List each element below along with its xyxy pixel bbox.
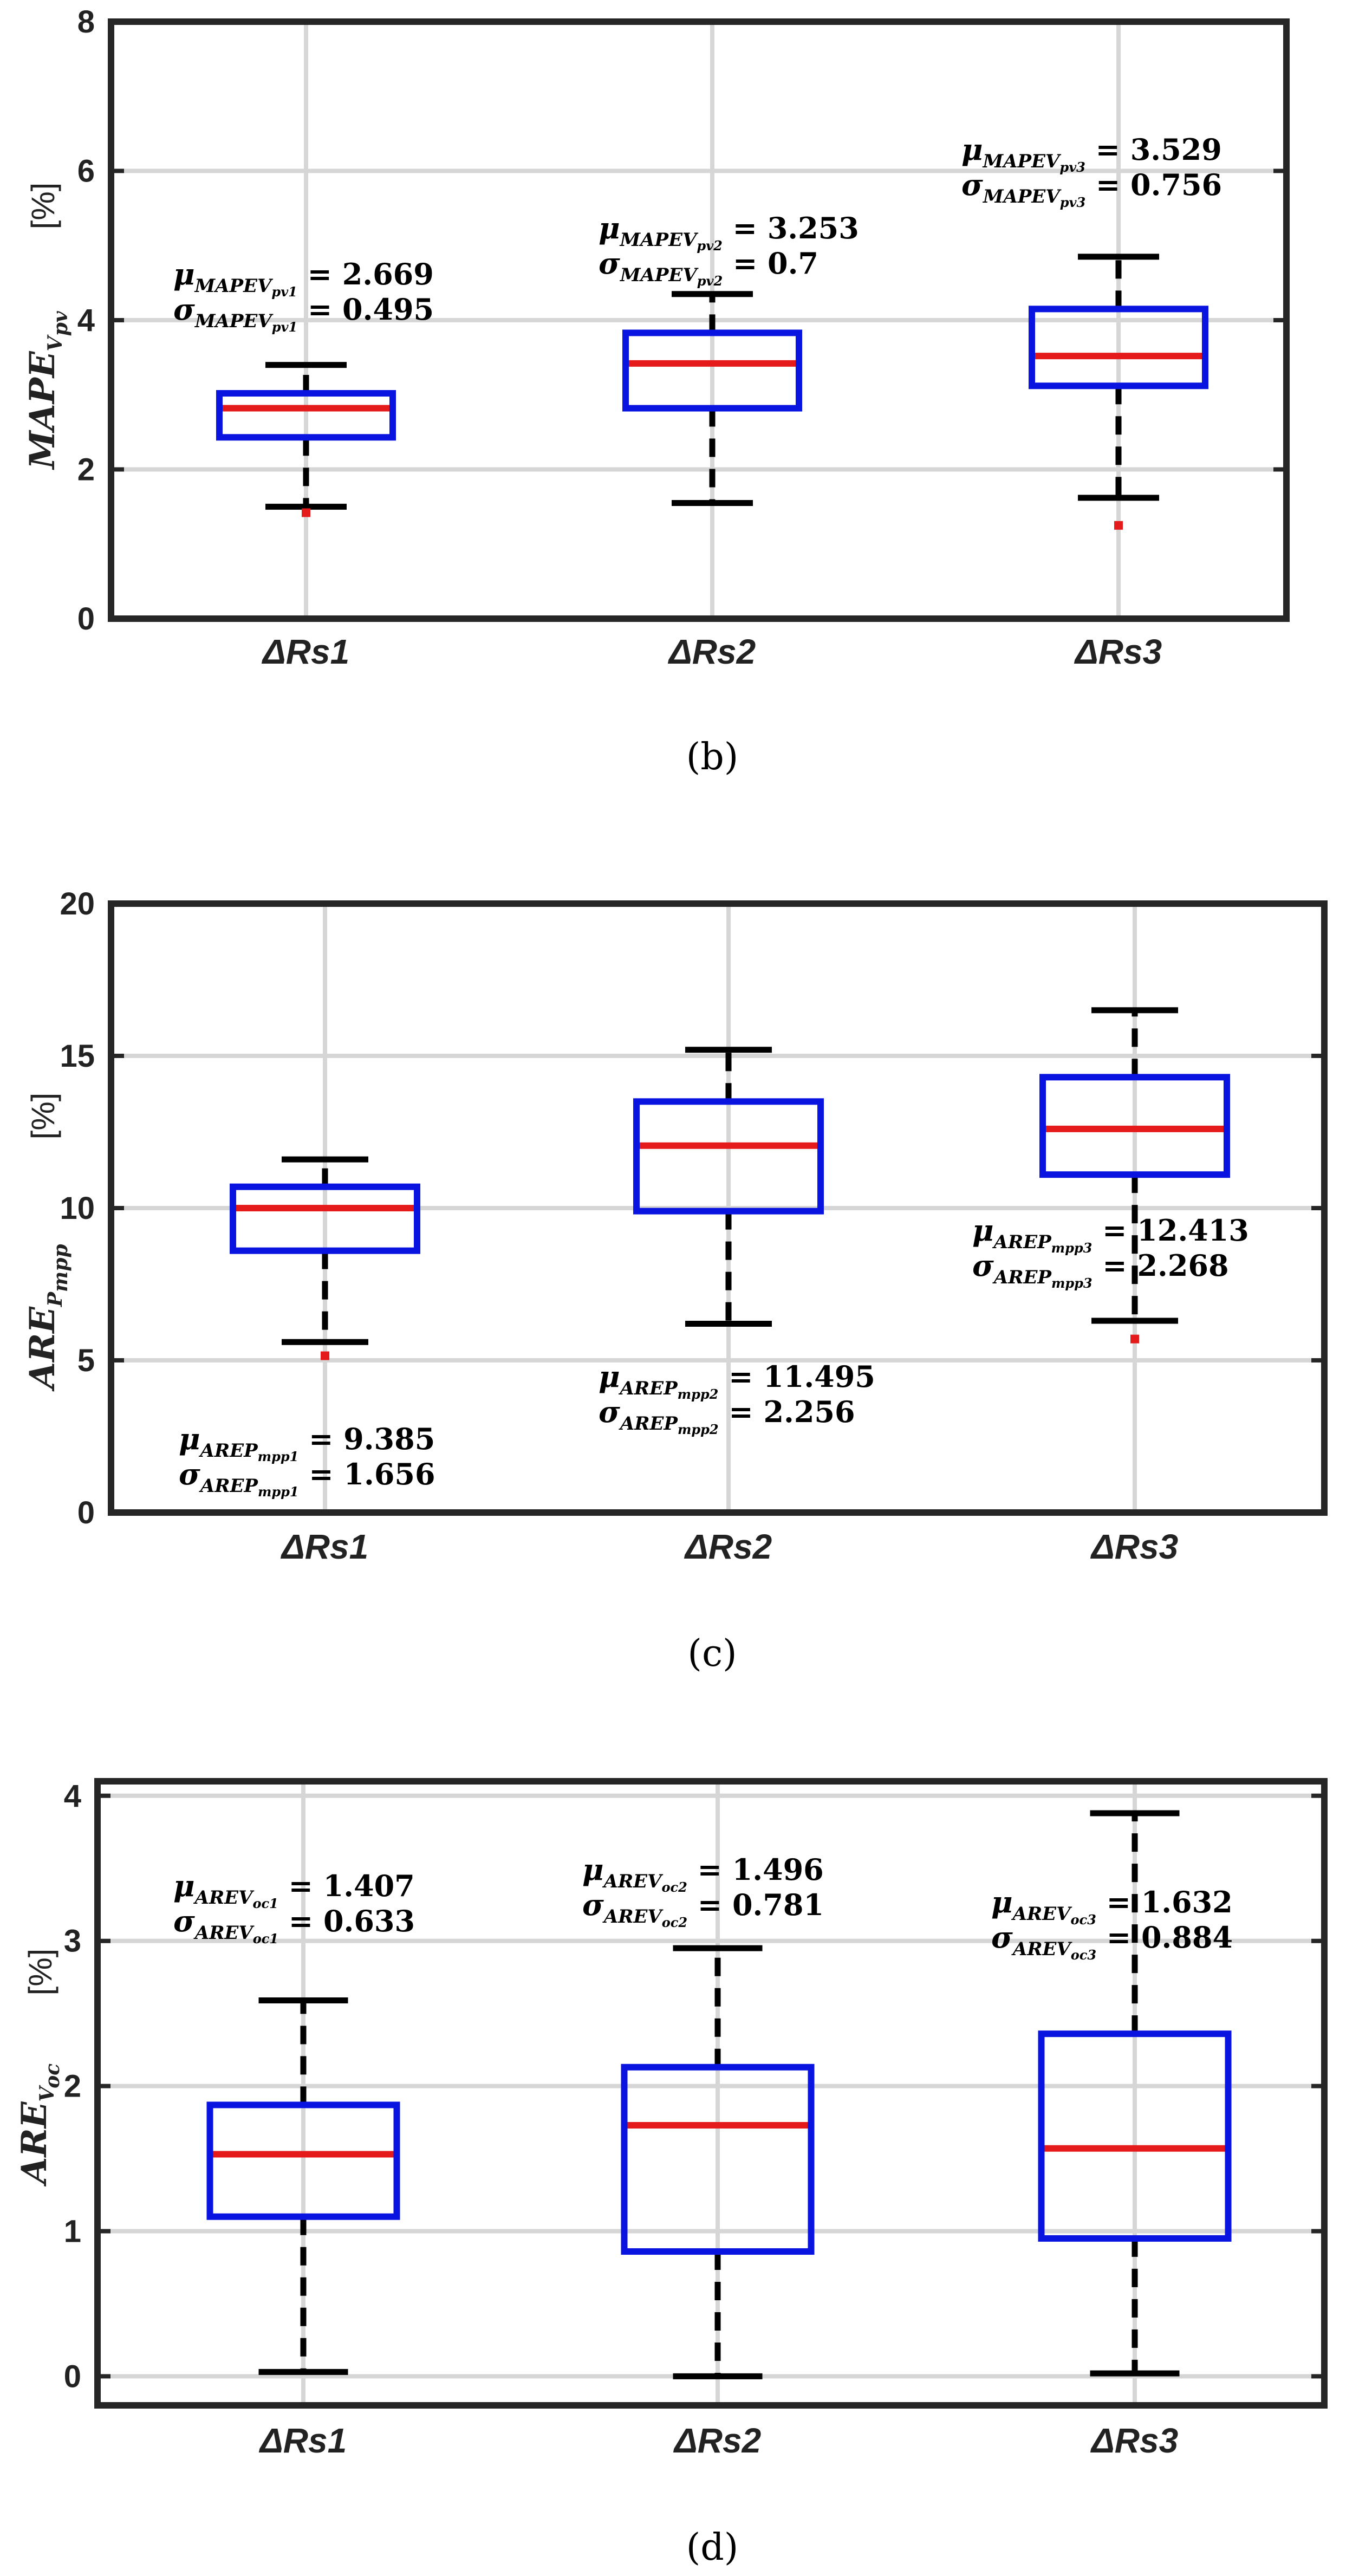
iqr-box [621,2064,815,2255]
y-tick-label: 0 [77,1495,95,1530]
x-category-label: ΔRs3 [1090,2421,1178,2460]
iqr-box [1029,306,1208,390]
y-tick-label: 2 [64,2069,81,2104]
chart-panel-2: 0 5 10 15 20 ΔRs1 ΔRs2 ΔRs3 AREPmpp [%] μAREPmpp1 … [22,886,1328,1675]
iqr-box [633,1098,824,1215]
y-tick-label: 4 [64,1779,81,1814]
panel-caption: (d) [686,2526,739,2569]
box-1 [206,1997,400,2375]
x-category-label: ΔRs2 [684,1527,772,1566]
y-axis-unit: [%] [22,1949,58,1996]
mean-annotation: μAREPmpp3 = 12.413 [972,1213,1249,1256]
iqr-box [1039,1074,1230,1178]
mean-annotation: μAREVoc1 = 1.407 [173,1868,415,1911]
y-tick-label: 3 [64,1924,81,1959]
y-tick-label: 4 [77,303,95,338]
y-tick-label: 5 [77,1343,95,1378]
std-annotation: σMAPEVpv2 = 0.7 [599,246,818,289]
std-annotation: σAREPmpp1 = 1.656 [179,1457,435,1500]
mean-annotation: μAREVoc3 = 1.632 [991,1885,1233,1928]
std-annotation: σAREPmpp3 = 2.268 [972,1248,1229,1291]
iqr-box [216,390,396,441]
box-2 [633,1047,824,1327]
std-annotation: σMAPEVpv3 = 0.756 [961,167,1222,210]
panel-caption: (b) [686,736,739,778]
box-1 [230,1156,420,1360]
y-tick-label: 8 [77,4,95,40]
outlier-point [302,508,310,517]
y-axis-unit: [%] [25,1093,61,1140]
std-annotation: σAREPmpp2 = 2.256 [599,1394,855,1437]
iqr-box [230,1183,420,1254]
std-annotation: σMAPEVpv1 = 0.495 [173,292,434,335]
iqr-box [206,2101,400,2220]
outlier-point [1130,1334,1139,1344]
box-3 [1038,1810,1232,2377]
std-annotation: σAREVoc1 = 0.633 [173,1904,415,1946]
y-tick-label: 1 [64,2214,81,2249]
std-annotation: σAREVoc2 = 0.781 [582,1887,824,1930]
y-axis-label: AREVoc [14,2064,64,2186]
x-category-label: ΔRs2 [673,2421,761,2460]
y-axis-label: AREPmpp [22,1244,72,1391]
box-2 [622,291,802,506]
x-category-label: ΔRs2 [668,632,756,671]
box-3 [1029,254,1208,530]
y-tick-label: 0 [77,601,95,637]
y-tick-label: 2 [77,452,95,488]
mean-annotation: μMAPEVpv2 = 3.253 [599,211,859,254]
chart-panel-3: 0 1 2 3 4 ΔRs1 ΔRs2 ΔRs3 AREVoc [%] μAREVoc1 = 1.4… [14,1778,1328,2569]
outlier-point [1114,521,1123,530]
box-1 [216,362,396,517]
panel-caption: (c) [687,1632,737,1675]
y-axis-label: MAPEVpv [22,310,72,470]
x-category-label: ΔRs3 [1074,632,1162,671]
y-tick-label: 20 [60,886,95,922]
outlier-point [321,1351,329,1360]
y-tick-label: 0 [64,2359,81,2394]
iqr-box [622,329,802,412]
x-category-label: ΔRs1 [281,1527,368,1566]
x-category-label: ΔRs3 [1090,1527,1178,1566]
box-2 [621,1945,815,2379]
box-3 [1039,1007,1230,1344]
mean-annotation: μAREPmpp1 = 9.385 [179,1422,435,1464]
x-category-label: ΔRs1 [259,2421,347,2460]
mean-annotation: μMAPEVpv3 = 3.529 [961,132,1222,175]
y-tick-label: 15 [60,1039,95,1074]
x-category-label: ΔRs1 [262,632,349,671]
iqr-box [1038,2030,1232,2242]
y-axis-unit: [%] [25,183,61,230]
std-annotation: σAREVoc3 = 0.884 [991,1920,1233,1963]
y-tick-label: 10 [60,1191,95,1226]
mean-annotation: μMAPEVpv1 = 2.669 [173,257,434,300]
mean-annotation: μAREVoc2 = 1.496 [582,1852,824,1895]
axes-frame [94,1778,1328,2409]
chart-panel-1: 0 2 4 6 8 ΔRs1 ΔRs2 ΔRs3 MAPEVpv [%] μMAPEVpv1 = 2… [22,4,1290,778]
y-tick-label: 6 [77,154,95,189]
mean-annotation: μAREPmpp2 = 11.495 [599,1359,875,1402]
